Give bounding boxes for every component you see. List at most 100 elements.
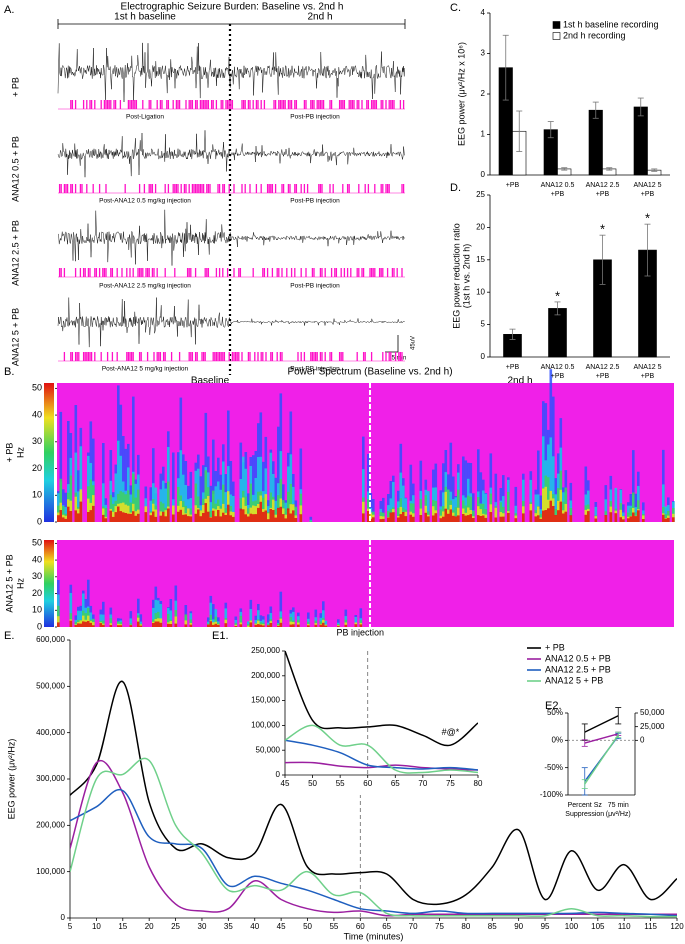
spectrogram-cell — [212, 604, 215, 627]
spectrogram-cell — [189, 471, 193, 522]
y-tick-label: 300,000 — [36, 774, 65, 783]
caption: Post-ANA12 2.5 mg/kg injection — [99, 283, 191, 290]
y-tick-label: 100,000 — [36, 867, 65, 876]
spectrogram-cell — [122, 436, 125, 522]
spectrogram-cell — [537, 515, 540, 522]
x-tick-label: +PB — [641, 373, 655, 380]
y-tick-label: 40 — [32, 409, 42, 419]
spectrogram-cell — [249, 622, 253, 627]
panel-label: D. — [450, 182, 461, 194]
spectrogram-cell — [409, 464, 413, 522]
x-tick-label: 100 — [565, 922, 579, 931]
spectrogram-cell — [254, 478, 258, 522]
spectrogram-cell — [269, 623, 273, 627]
spectrogram-cell — [299, 514, 303, 522]
y-tick-label: 15 — [476, 255, 485, 264]
spectrogram-cell — [544, 510, 548, 522]
spectrogram-cell — [102, 443, 105, 522]
spectrogram-cell — [252, 514, 255, 522]
spectrogram-cell — [159, 618, 163, 627]
spectrogram-cell — [117, 506, 120, 522]
x-tick-label: 50 — [303, 922, 312, 931]
y-tick-label: 20 — [32, 588, 42, 598]
spectrogram-cell — [82, 593, 85, 627]
spectrogram-cell — [119, 455, 123, 522]
spectrogram-cell — [104, 518, 108, 522]
caption: Post-PB injection — [290, 283, 340, 290]
y-tick-label: 0 — [481, 170, 486, 179]
spectrogram-cell — [194, 513, 198, 522]
spectrogram-cell — [494, 473, 498, 522]
spectrogram-cell — [662, 514, 665, 522]
spectrogram-cell — [397, 507, 400, 522]
spectrogram-cell — [467, 507, 470, 522]
spectrogram-cell — [154, 487, 158, 522]
spectrogram-cell — [109, 510, 113, 522]
spectrogram-cell — [477, 449, 480, 522]
spectrogram-cell — [404, 516, 408, 522]
seizure-raster — [63, 352, 403, 361]
spectrogram-cell — [179, 509, 183, 522]
y-axis-label: EEG power (μv²/Hz x 10⁶) — [456, 42, 466, 146]
spectrogram-cell — [372, 517, 375, 522]
spectrogram-cell — [549, 437, 553, 522]
x-tick-label: 65 — [391, 779, 400, 788]
spectrogram-cell — [79, 446, 83, 522]
spectrogram-cell — [632, 492, 635, 522]
spectrogram-cell — [277, 625, 280, 627]
spectrogram-cell — [182, 507, 185, 522]
spectrogram-cell — [392, 482, 395, 522]
series-line — [70, 680, 677, 906]
spectrogram-cell — [62, 517, 65, 522]
spectrogram-cell — [177, 486, 180, 522]
y-tick-label: 0% — [551, 735, 563, 744]
y-tick-label: 0 — [61, 913, 66, 922]
spectrogram-cell — [444, 491, 448, 522]
spectrogram-cell — [472, 518, 475, 522]
spectrogram-cell — [119, 625, 123, 627]
series-line — [70, 759, 677, 917]
x-tick-label: ANA12 0.5 — [541, 364, 575, 371]
spectrogram-cell — [549, 500, 553, 522]
spectrogram-cell — [269, 492, 273, 522]
spectrogram-cell — [537, 450, 540, 522]
scale-label: 45uV — [411, 336, 417, 350]
spectrogram-cell — [162, 480, 165, 522]
eeg-trace — [57, 297, 405, 348]
spectrogram-cell — [179, 450, 183, 522]
y-tick-label: 400,000 — [36, 728, 65, 737]
spectrogram-cell — [262, 625, 265, 627]
spectrogram-cell — [67, 506, 70, 522]
spectrogram-cell — [432, 515, 435, 522]
axis-label: Hz — [15, 447, 25, 458]
spectrogram-cell — [622, 516, 625, 522]
spectrogram-cell — [457, 489, 460, 522]
y-tick-label: 50 — [32, 538, 42, 548]
spectrogram-cell — [294, 506, 298, 522]
spectrogram-cell — [244, 505, 248, 522]
spectrogram-cell — [184, 620, 188, 627]
x-tick-label: ANA12 2.5 — [586, 364, 620, 371]
x-tick-label: 75 min — [608, 802, 629, 809]
spectrogram-cell — [482, 515, 485, 522]
spectrogram-cell — [234, 626, 238, 627]
spectrogram-cell — [144, 512, 148, 522]
spectrogram-cell — [619, 509, 623, 522]
x-tick-label: 20 — [145, 922, 154, 931]
row-label: + PB — [4, 443, 14, 463]
spectrogram-cell — [269, 452, 273, 522]
spectrogram-cell — [587, 511, 590, 522]
bar — [588, 109, 603, 176]
spectrogram-cell — [594, 518, 598, 522]
spectrogram-cell — [354, 624, 358, 627]
spectrogram-cell — [427, 491, 430, 522]
spectrogram-cell — [382, 497, 385, 522]
spectrogram-cell — [109, 625, 113, 627]
spectrogram-cell — [262, 511, 265, 522]
x-tick-label: +PB — [551, 191, 565, 198]
spectrogram-cell — [89, 479, 93, 522]
spectrogram-cell — [552, 456, 555, 522]
spectrogram-cell — [137, 489, 140, 522]
x-tick-label: +PB — [596, 373, 610, 380]
spectrogram-cell — [479, 509, 483, 522]
